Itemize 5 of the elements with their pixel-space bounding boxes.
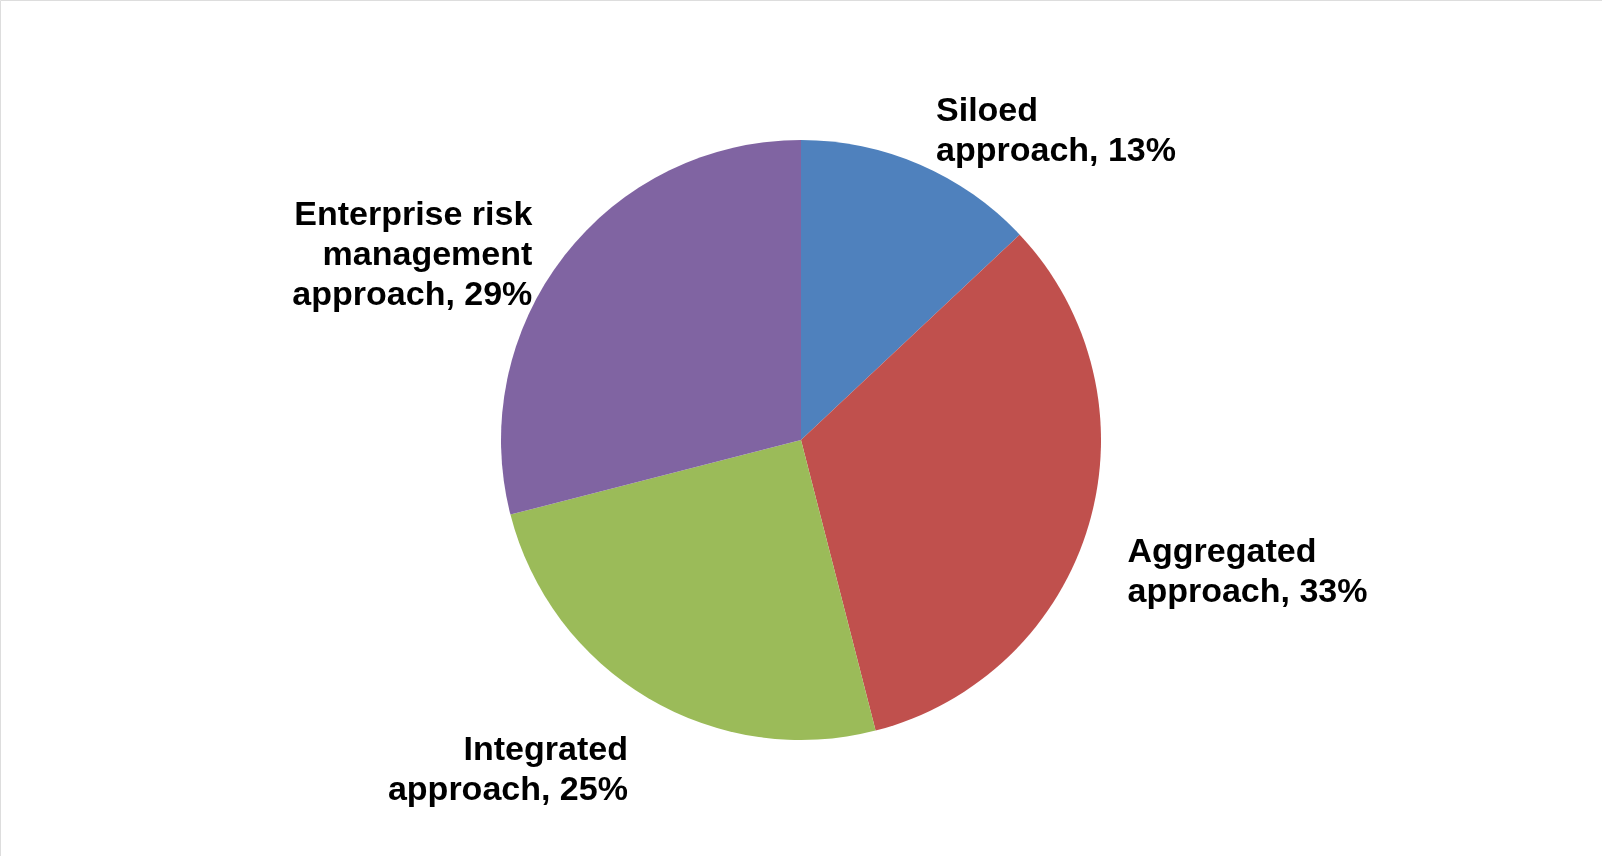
- slice-label: Integrated approach, 25%: [387, 728, 628, 807]
- slice-label: Siloed approach, 13%: [936, 89, 1177, 168]
- slice-label: Enterprise risk management approach, 29%: [292, 193, 533, 312]
- slice-label: Aggregated approach, 33%: [1127, 530, 1368, 609]
- pie-slice: [801, 234, 1101, 731]
